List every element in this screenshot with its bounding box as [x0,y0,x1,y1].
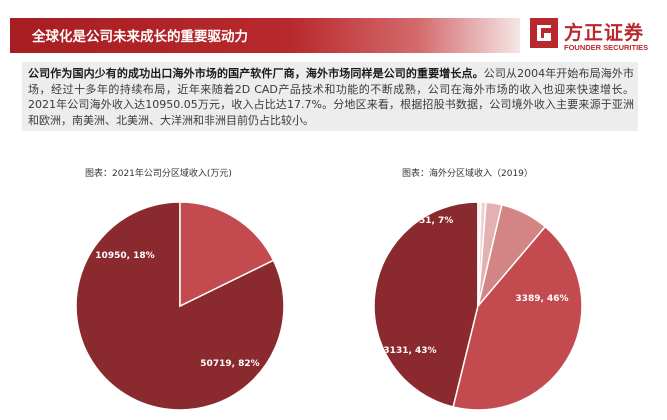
founder-logo-icon [530,18,558,48]
summary-bold-sentence: 公司作为国内少有的成功出口海外市场的国产软件厂商，海外市场同样是公司的重要增长点… [28,67,484,80]
summary-body-text: 公司从2004年开始布局海外市场，经过十多年的持续布局，近年来随着2D CAD产… [28,67,634,127]
pie-2-data-label-1: 3389, 46% [515,294,568,304]
logo-english-name: FOUNDER SECURITIES [564,43,649,52]
pie-2-data-label-2: 3131, 43% [383,346,436,356]
pie-1-slice-2 [179,201,275,308]
pie-2-data-label-3: 551, 7% [413,216,454,226]
chart-2-title: 图表：海外分区域收入（2019） [402,169,533,179]
pie-chart-overseas-2019: 3389, 46% 3131, 43% 551, 7% [373,201,583,411]
pie-2-slice-6 [477,201,482,307]
section-title-bar: 全球化是公司未来成长的重要驱动力 [10,18,520,53]
section-title: 全球化是公司未来成长的重要驱动力 [32,29,248,45]
summary-paragraph: 公司作为国内少有的成功出口海外市场的国产软件厂商，海外市场同样是公司的重要增长点… [28,66,634,128]
pie-1-data-label-2: 10950, 18% [95,251,154,261]
pie-1-data-label-1: 50719, 82% [200,359,259,369]
chart-1-title: 图表：2021年公司分区域收入(万元) [85,169,232,179]
summary-box: 公司作为国内少有的成功出口海外市场的国产软件厂商，海外市场同样是公司的重要增长点… [22,62,638,131]
founder-securities-logo: 方正证券 FOUNDER SECURITIES [528,16,663,58]
pie-chart-2021-revenue: 50719, 82% 10950, 18% [75,201,285,411]
logo-chinese-name: 方正证券 [564,22,645,44]
pie-2-slice-1 [373,201,479,408]
